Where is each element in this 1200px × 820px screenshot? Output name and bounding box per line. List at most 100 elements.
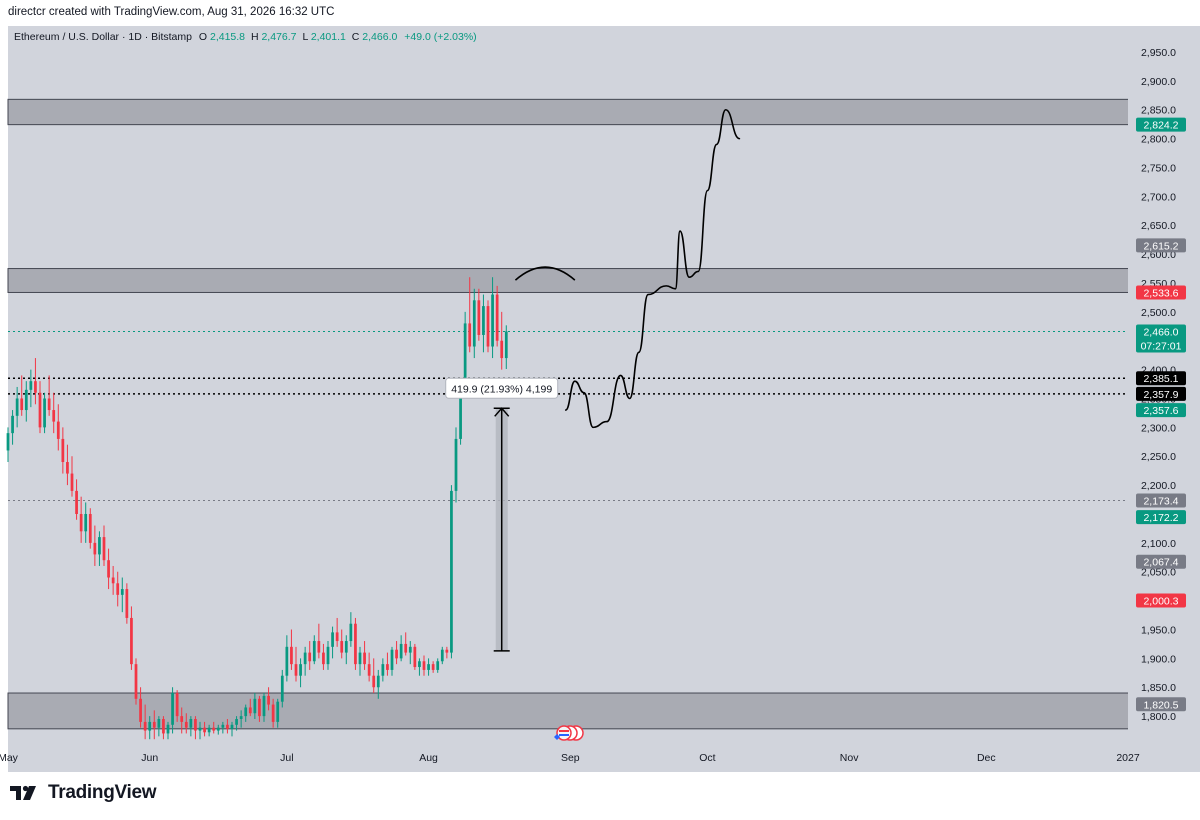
candle-body xyxy=(358,652,362,665)
time-tick-label: Dec xyxy=(977,752,996,764)
candle-body xyxy=(340,641,344,653)
tradingview-logo[interactable]: TradingView xyxy=(10,782,157,804)
projection-path xyxy=(564,108,741,429)
candle-body xyxy=(66,462,69,474)
price-tag-label: 2,824.2 xyxy=(1143,120,1178,132)
symbol-info-bar: Ethereum / U.S. Dollar · 1D · Bitstamp O… xyxy=(14,31,477,43)
time-tick-label: 2027 xyxy=(1116,752,1140,764)
high-value: 2,476.7 xyxy=(261,31,296,43)
measure-tool[interactable]: 419.9 (21.93%) 4,199 xyxy=(445,377,559,652)
candle-body xyxy=(267,695,270,705)
price-tick-label: 2,200.0 xyxy=(1141,480,1176,492)
candle-body xyxy=(6,433,10,451)
price-tag: 2,466.0 07:27:01 xyxy=(1136,324,1186,353)
price-tag-label: 2,000.3 xyxy=(1143,595,1178,607)
price-tag: 2,172.2 xyxy=(1136,510,1186,525)
price-tick-label: 1,950.0 xyxy=(1141,624,1176,636)
candle-body xyxy=(120,589,124,595)
price-tag-label: 2,615.2 xyxy=(1143,240,1178,252)
candle-body xyxy=(317,641,321,653)
candle-body xyxy=(244,707,248,717)
tradingview-logo-icon xyxy=(10,785,36,800)
candle-body xyxy=(390,649,394,670)
event-icons[interactable] xyxy=(554,725,584,741)
time-tick-label: Nov xyxy=(840,752,859,764)
price-tag-label: 2,385.1 xyxy=(1143,373,1178,385)
time-tick-label: Oct xyxy=(699,752,715,764)
candle-body xyxy=(184,721,188,728)
countdown-label: 07:27:01 xyxy=(1141,341,1182,353)
projection-drawing[interactable] xyxy=(514,108,741,429)
candle-body xyxy=(134,664,138,699)
candle-body xyxy=(440,649,444,662)
supply-demand-zone[interactable] xyxy=(7,268,1137,293)
time-tick-label: Sep xyxy=(561,752,580,764)
time-axis[interactable]: May Jun Jul Aug Sep Oct Nov Dec 2027 xyxy=(0,745,1200,772)
us-flag-stripe xyxy=(559,734,569,736)
price-tag-background xyxy=(1136,493,1186,508)
price-tag: 2,173.4 xyxy=(1136,493,1186,508)
price-tick-label: 1,850.0 xyxy=(1141,682,1176,694)
candle-body xyxy=(335,632,339,642)
candle-body xyxy=(431,664,435,670)
candle-body xyxy=(52,410,56,422)
price-tag: 2,533.6 xyxy=(1136,285,1186,300)
candle-body xyxy=(326,646,330,665)
price-tag-label: 2,172.2 xyxy=(1143,512,1178,524)
candle-body xyxy=(216,727,220,731)
candle-body xyxy=(468,323,472,347)
candle-body xyxy=(34,381,37,393)
time-axis-background xyxy=(8,745,1200,772)
price-tag-label: 1,820.5 xyxy=(1143,699,1178,711)
candle-body xyxy=(381,664,385,676)
candle-body xyxy=(331,632,334,647)
price-tick-label: 2,800.0 xyxy=(1141,134,1176,146)
candle-body xyxy=(221,724,225,728)
supply-demand-zone[interactable] xyxy=(7,98,1137,126)
candle-body xyxy=(299,664,302,676)
candle-body xyxy=(230,724,234,729)
candle-body xyxy=(408,646,412,653)
candle-body xyxy=(47,398,51,411)
candle-body xyxy=(399,643,403,659)
candle-body xyxy=(500,340,504,359)
price-tag-background xyxy=(1136,285,1186,300)
candle-body xyxy=(312,641,316,662)
candle-body xyxy=(239,716,243,720)
candle-body xyxy=(262,695,266,717)
candle-body xyxy=(148,721,152,731)
candle-body xyxy=(344,641,348,653)
price-tag-background xyxy=(1136,238,1186,253)
close-value: 2,466.0 xyxy=(362,31,397,43)
symbol-title: Ethereum / U.S. Dollar · 1D · Bitstamp xyxy=(14,31,192,43)
candle-body xyxy=(116,583,120,595)
candle-body xyxy=(445,649,449,653)
candle-body xyxy=(111,577,115,584)
candle-body xyxy=(404,643,408,653)
price-tag-background xyxy=(1136,554,1186,569)
high-label: H xyxy=(251,31,259,43)
candle-body xyxy=(139,698,142,722)
diamond-icon[interactable] xyxy=(554,734,560,740)
us-flag-icon[interactable] xyxy=(556,725,572,741)
candle-body xyxy=(171,693,174,725)
price-axis[interactable]: 1,800.01,850.01,900.01,950.02,000.02,050… xyxy=(1128,26,1200,745)
candle-body xyxy=(143,721,147,731)
candle-body xyxy=(180,716,184,722)
price-tag-background xyxy=(1136,510,1186,525)
candle-body xyxy=(354,623,357,665)
price-tag-label: 2,357.9 xyxy=(1143,389,1178,401)
candle-body xyxy=(212,727,216,731)
candle-body xyxy=(125,589,129,618)
candle-body xyxy=(349,623,353,642)
price-tick-label: 2,850.0 xyxy=(1141,105,1176,117)
low-value: 2,401.1 xyxy=(311,31,346,43)
price-tick-label: 2,500.0 xyxy=(1141,307,1176,319)
price-tags-layer: 2,824.2 2,615.2 2,533.6 2,466.0 07:27:01 2,38… xyxy=(1136,117,1186,712)
candle-body xyxy=(276,701,280,722)
price-tick-label: 2,100.0 xyxy=(1141,538,1176,550)
candle-body xyxy=(88,513,92,543)
candle-body xyxy=(20,398,24,411)
price-tag-label: 2,067.4 xyxy=(1143,557,1178,569)
